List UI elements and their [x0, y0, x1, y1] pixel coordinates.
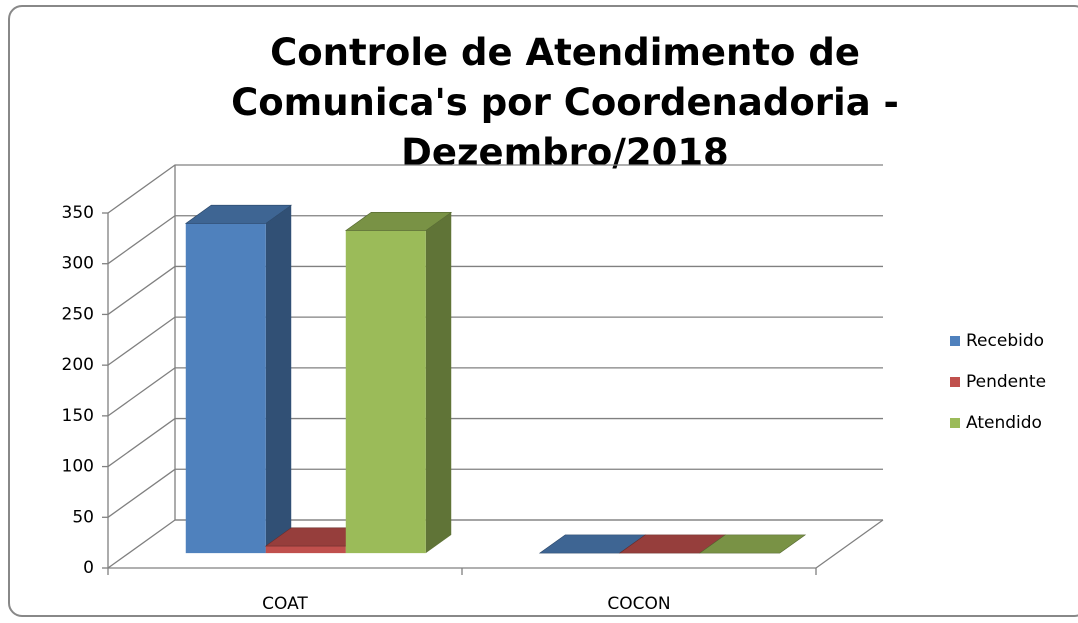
bar-front [185, 223, 266, 554]
y-tick-label: 0 [83, 558, 94, 578]
legend-swatch [950, 336, 960, 346]
chart-title: Controle de Atendimento de Comunica's po… [231, 31, 899, 174]
bar-front [345, 230, 426, 554]
legend-swatch [950, 418, 960, 428]
grid-line [107, 519, 883, 569]
bar-side [425, 212, 452, 554]
y-tick-label: 300 [62, 254, 94, 274]
bar-top [698, 534, 807, 554]
grid-line [107, 265, 883, 315]
y-tick-label: 100 [62, 457, 94, 477]
bar [344, 212, 453, 554]
grid-line [107, 417, 883, 468]
bar [184, 204, 293, 554]
bar-top [184, 204, 293, 224]
grid-line [107, 367, 883, 417]
y-tick-label: 50 [72, 507, 94, 527]
bar [698, 534, 807, 554]
legend-label: Atendido [966, 413, 1042, 433]
grid-line [107, 316, 883, 366]
grid-line [107, 468, 883, 518]
y-tick-label: 200 [62, 355, 94, 375]
y-tick-label: 150 [62, 406, 94, 426]
bar-top [344, 212, 453, 231]
y-tick-label: 350 [62, 203, 94, 223]
bar-front [265, 546, 346, 554]
x-tick-label: COCON [607, 594, 670, 614]
x-tick-label: COAT [262, 594, 308, 614]
legend-label: Recebido [966, 331, 1044, 351]
grid-line [107, 215, 883, 265]
y-tick-label: 250 [62, 304, 94, 324]
grid-line [107, 164, 883, 214]
legend-swatch [950, 377, 960, 387]
chart-frame [8, 5, 1078, 617]
bar-side [265, 205, 292, 554]
legend-label: Pendente [966, 372, 1046, 392]
